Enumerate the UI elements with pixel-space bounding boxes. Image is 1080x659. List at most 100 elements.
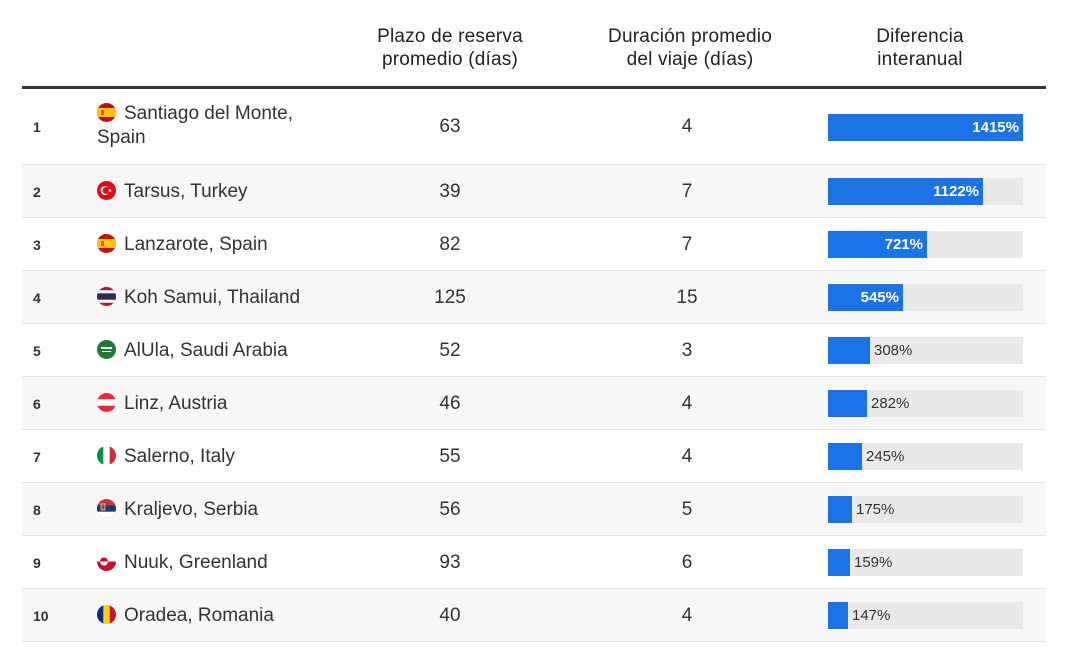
header-divider <box>22 86 1046 89</box>
rank-number: 2 <box>33 183 41 200</box>
table-row: 8 Kraljevo, Serbia 56 5 175% <box>22 483 1046 536</box>
yoy-bar <box>828 443 862 470</box>
trip-duration: 4 <box>681 392 693 414</box>
table-row: 7 Salerno, Italy 55 4 245% <box>22 430 1046 483</box>
yoy-bar <box>828 496 852 523</box>
header-booking-line2: promedio (días) <box>381 49 519 70</box>
yoy-bar-label: 159% <box>854 554 893 571</box>
yoy-bar-track: 282% <box>828 390 1023 417</box>
yoy-bar-label: 147% <box>852 607 891 624</box>
spain-flag-icon <box>97 103 116 122</box>
header-yoy-difference: Diferencia interanual <box>820 25 1020 71</box>
yoy-bar-label: 545% <box>860 289 899 306</box>
trip-duration: 5 <box>681 498 693 520</box>
booking-lead-time: 63 <box>439 116 461 137</box>
header-trip-duration: Duración promedio del viaje (días) <box>580 25 800 71</box>
rank-number: 1 <box>33 119 41 135</box>
table-row: 1 Santiago del Monte, Spain 63 4 1415% <box>22 89 1046 165</box>
booking-lead-time: 55 <box>439 445 461 467</box>
saudi-arabia-flag-icon <box>97 339 116 359</box>
yoy-bar <box>828 178 983 205</box>
yoy-bar-label: 1415% <box>972 118 1019 136</box>
booking-lead-time: 52 <box>439 339 461 361</box>
destination-name: Tarsus, Turkey <box>124 180 248 202</box>
table-row: 6 Linz, Austria 46 4 282% <box>22 377 1046 430</box>
rank-number: 3 <box>33 236 41 253</box>
destination-cell: Nuuk, Greenland <box>97 551 327 575</box>
header-duration-line1: Duración promedio <box>608 26 772 47</box>
destination-cell: Tarsus, Turkey <box>97 180 327 204</box>
table-header: Plazo de reserva promedio (días) Duració… <box>0 0 1080 88</box>
yoy-bar <box>828 602 848 629</box>
destination-cell: Oradea, Romania <box>97 604 327 628</box>
header-diff-line2: interanual <box>877 49 963 70</box>
table-row: 2 Tarsus, Turkey 39 7 1122% <box>22 165 1046 218</box>
italy-flag-icon <box>97 445 116 465</box>
destination-name: Kraljevo, Serbia <box>124 498 259 520</box>
yoy-bar-label: 175% <box>856 501 895 518</box>
yoy-bar <box>828 284 903 311</box>
serbia-flag-icon <box>97 498 116 518</box>
destination-cell: Linz, Austria <box>97 392 327 416</box>
rank-number: 10 <box>33 607 49 624</box>
trip-duration: 7 <box>681 233 693 255</box>
greenland-flag-icon <box>97 551 116 571</box>
trip-duration: 3 <box>681 339 693 361</box>
yoy-bar-track: 175% <box>828 496 1023 523</box>
yoy-bar-track: 308% <box>828 337 1023 364</box>
booking-lead-time: 46 <box>439 392 461 414</box>
table-row: 5 AlUla, Saudi Arabia 52 3 308% <box>22 324 1046 377</box>
yoy-bar-track: 1415% <box>828 113 1023 141</box>
booking-lead-time: 82 <box>439 233 461 255</box>
table-row: 10 Oradea, Romania 40 4 147% <box>22 589 1046 642</box>
thailand-flag-icon <box>97 286 116 306</box>
destination-name: Nuuk, Greenland <box>124 551 268 573</box>
table-row: 4 Koh Samui, Thailand 125 15 545% <box>22 271 1046 324</box>
destination-name: Santiago del Monte, Spain <box>97 103 294 148</box>
destination-cell: AlUla, Saudi Arabia <box>97 339 327 363</box>
destination-cell: Lanzarote, Spain <box>97 233 327 257</box>
destination-cell: Salerno, Italy <box>97 445 327 469</box>
turkey-flag-icon <box>97 180 116 200</box>
yoy-bar <box>828 390 867 417</box>
header-diff-line1: Diferencia <box>876 26 964 47</box>
yoy-bar <box>828 231 927 258</box>
destination-name: Koh Samui, Thailand <box>124 286 301 308</box>
booking-lead-time: 39 <box>439 180 461 202</box>
destination-name: AlUla, Saudi Arabia <box>124 339 288 361</box>
booking-lead-time: 125 <box>434 286 466 308</box>
destination-cell: Santiago del Monte, Spain <box>97 102 327 150</box>
yoy-bar-label: 721% <box>884 236 923 253</box>
yoy-bar-track: 721% <box>828 231 1023 258</box>
yoy-bar-label: 1122% <box>933 183 979 200</box>
yoy-bar-label: 308% <box>874 342 913 359</box>
yoy-bar-label: 282% <box>871 395 910 412</box>
yoy-bar-track: 147% <box>828 602 1023 629</box>
trip-duration: 15 <box>676 286 698 308</box>
destination-name: Linz, Austria <box>124 392 228 414</box>
header-duration-line2: del viaje (días) <box>626 49 754 70</box>
austria-flag-icon <box>97 392 116 412</box>
yoy-bar-label: 245% <box>866 448 905 465</box>
header-booking-line1: Plazo de reserva <box>377 26 523 47</box>
table-body: 1 Santiago del Monte, Spain 63 4 1415% 2… <box>22 89 1046 642</box>
booking-lead-time: 56 <box>439 498 461 520</box>
table-row: 3 Lanzarote, Spain 82 7 721% <box>22 218 1046 271</box>
rank-number: 6 <box>33 395 41 412</box>
trip-duration: 4 <box>681 445 693 467</box>
trip-duration: 4 <box>681 604 693 626</box>
yoy-bar-track: 245% <box>828 443 1023 470</box>
header-booking-lead-time: Plazo de reserva promedio (días) <box>340 25 560 71</box>
spain-flag-icon <box>97 233 116 253</box>
trip-duration: 4 <box>681 116 693 137</box>
destination-name: Oradea, Romania <box>124 604 274 626</box>
rank-number: 5 <box>33 342 41 359</box>
trip-duration: 7 <box>681 180 693 202</box>
yoy-bar <box>828 337 870 364</box>
booking-lead-time: 40 <box>439 604 461 626</box>
rank-number: 4 <box>33 289 41 306</box>
destination-cell: Koh Samui, Thailand <box>97 286 327 310</box>
trip-duration: 6 <box>681 551 693 573</box>
booking-lead-time: 93 <box>439 551 461 573</box>
rank-number: 8 <box>33 501 41 518</box>
